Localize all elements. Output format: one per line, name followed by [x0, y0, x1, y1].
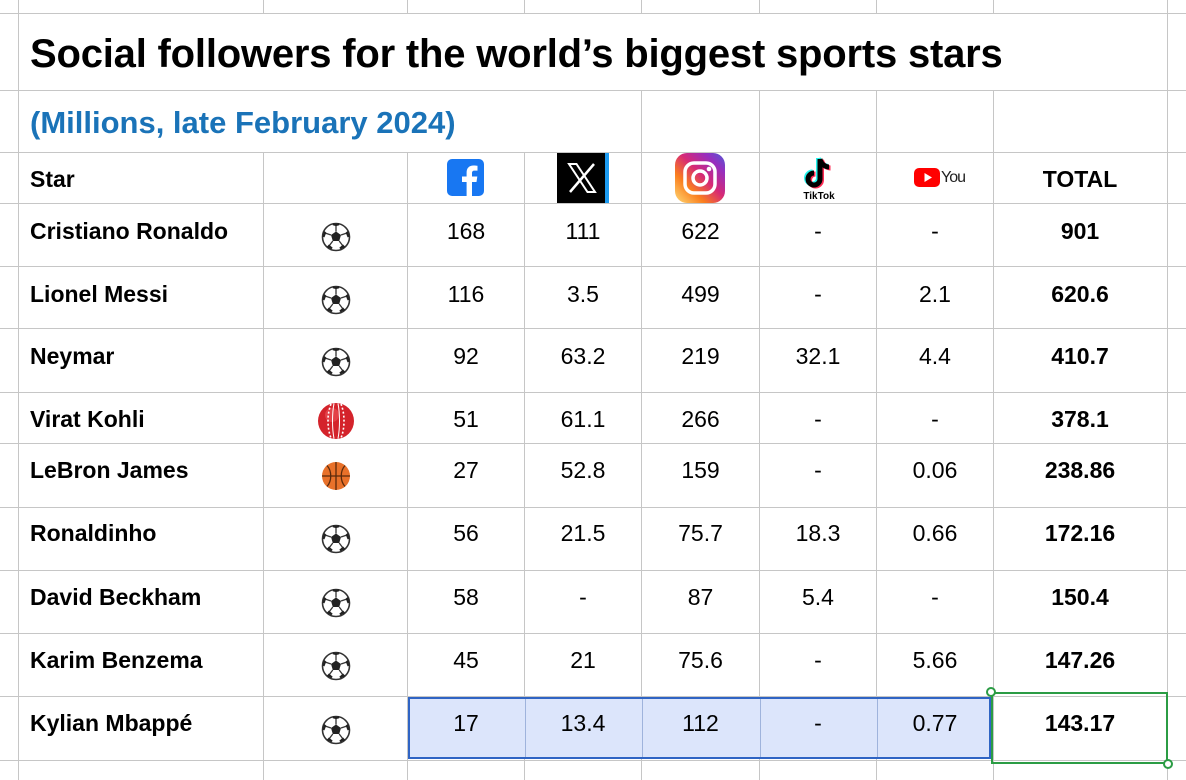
instagram-value[interactable]: 266: [681, 406, 720, 432]
youtube-value[interactable]: 0.77: [912, 710, 958, 736]
soccer-ball-icon: [321, 715, 351, 745]
youtube-value[interactable]: 0.06: [912, 457, 958, 483]
youtube-value[interactable]: -: [931, 406, 939, 432]
total-value[interactable]: 410.7: [1051, 343, 1109, 369]
basketball-icon: [322, 462, 350, 490]
star-name[interactable]: Neymar: [30, 343, 115, 369]
total-value[interactable]: 143.17: [1044, 710, 1116, 736]
tiktok-value[interactable]: -: [814, 457, 822, 483]
selection-handle-top-left[interactable]: [986, 687, 996, 697]
star-name[interactable]: Cristiano Ronaldo: [30, 218, 229, 244]
sheet-subtitle: (Millions, late February 2024): [30, 105, 456, 140]
x-value[interactable]: 63.2: [560, 343, 606, 369]
soccer-ball-icon: [321, 347, 351, 377]
star-name[interactable]: Lionel Messi: [30, 281, 169, 307]
instagram-value[interactable]: 159: [681, 457, 720, 483]
soccer-ball-icon: [321, 651, 351, 681]
facebook-value[interactable]: 56: [453, 520, 479, 546]
x-value[interactable]: 52.8: [560, 457, 606, 483]
tiktok-caption: TikTok: [803, 191, 835, 202]
tiktok-value[interactable]: -: [814, 647, 822, 673]
youtube-value[interactable]: -: [931, 218, 939, 244]
tiktok-value[interactable]: -: [814, 406, 822, 432]
total-value[interactable]: 620.6: [1051, 281, 1109, 307]
header-total[interactable]: TOTAL: [1042, 166, 1118, 192]
instagram-value[interactable]: 112: [682, 710, 719, 736]
youtube-value[interactable]: 2.1: [919, 281, 951, 307]
star-name[interactable]: Virat Kohli: [30, 406, 145, 432]
star-name[interactable]: Karim Benzema: [30, 647, 203, 673]
facebook-icon: [447, 159, 484, 196]
tiktok-value[interactable]: -: [814, 710, 822, 736]
tiktok-value[interactable]: -: [814, 281, 822, 307]
facebook-value[interactable]: 45: [453, 647, 479, 673]
youtube-value[interactable]: -: [931, 584, 939, 610]
soccer-ball-icon: [321, 285, 351, 315]
instagram-value[interactable]: 75.7: [678, 520, 723, 546]
total-value[interactable]: 378.1: [1051, 406, 1109, 432]
youtube-value[interactable]: 0.66: [912, 520, 958, 546]
x-value[interactable]: 3.5: [567, 281, 599, 307]
star-name[interactable]: Ronaldinho: [30, 520, 157, 546]
selection-range: [408, 697, 991, 759]
header-star[interactable]: Star: [30, 166, 75, 192]
total-value[interactable]: 147.26: [1044, 647, 1116, 673]
total-value[interactable]: 238.86: [1044, 457, 1116, 483]
total-value[interactable]: 172.16: [1044, 520, 1116, 546]
instagram-icon: [674, 153, 726, 203]
facebook-value[interactable]: 58: [453, 584, 479, 610]
cricket-ball-icon: [318, 403, 354, 439]
sheet-title: Social followers for the world’s biggest…: [30, 32, 1003, 76]
instagram-value[interactable]: 75.6: [678, 647, 723, 673]
x-value[interactable]: 61.1: [560, 406, 606, 432]
x-icon: [557, 153, 609, 203]
tiktok-value[interactable]: 18.3: [795, 520, 841, 546]
facebook-value[interactable]: 51: [453, 406, 479, 432]
total-value[interactable]: 901: [1060, 218, 1100, 244]
facebook-value[interactable]: 27: [453, 457, 479, 483]
instagram-value[interactable]: 622: [681, 218, 720, 244]
tiktok-value[interactable]: 5.4: [802, 584, 834, 610]
selection-handle-bottom-right[interactable]: [1163, 759, 1173, 769]
facebook-value[interactable]: 92: [453, 343, 479, 369]
youtube-icon: You: [914, 168, 966, 188]
x-value[interactable]: 13.4: [560, 710, 606, 736]
star-name[interactable]: Kylian Mbappé: [30, 710, 193, 736]
facebook-value[interactable]: 17: [453, 710, 479, 736]
soccer-ball-icon: [321, 588, 351, 618]
star-name[interactable]: LeBron James: [30, 457, 189, 483]
youtube-value[interactable]: 5.66: [912, 647, 958, 673]
x-value[interactable]: 111: [565, 218, 601, 244]
x-value[interactable]: 21.5: [560, 520, 606, 546]
facebook-value[interactable]: 116: [447, 281, 485, 307]
total-value[interactable]: 150.4: [1051, 584, 1109, 610]
youtube-value[interactable]: 4.4: [919, 343, 951, 369]
star-name[interactable]: David Beckham: [30, 584, 202, 610]
soccer-ball-icon: [321, 222, 351, 252]
instagram-value[interactable]: 87: [687, 584, 714, 610]
facebook-value[interactable]: 168: [446, 218, 486, 244]
tiktok-value[interactable]: -: [814, 218, 822, 244]
youtube-caption: You: [941, 169, 966, 186]
instagram-value[interactable]: 219: [681, 343, 720, 369]
active-cell[interactable]: [991, 692, 1168, 764]
tiktok-icon: TikTok: [798, 154, 840, 204]
soccer-ball-icon: [321, 524, 351, 554]
instagram-value[interactable]: 499: [681, 281, 720, 307]
tiktok-value[interactable]: 32.1: [795, 343, 841, 369]
x-value[interactable]: -: [579, 584, 587, 610]
x-value[interactable]: 21: [570, 647, 596, 673]
